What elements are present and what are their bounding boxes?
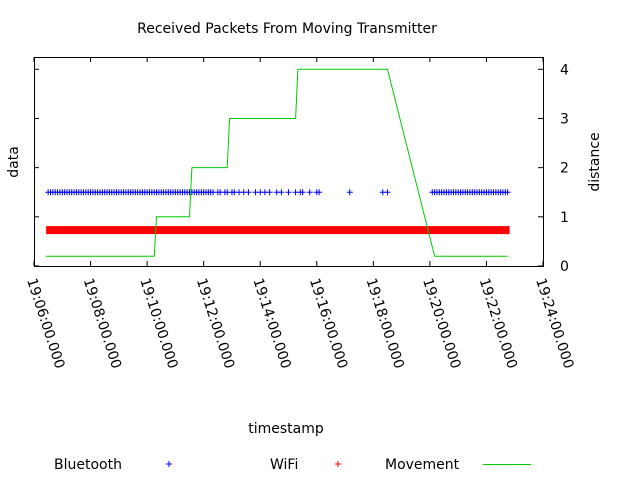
bluetooth-point (384, 189, 391, 196)
y2-tick-label: 2 (560, 161, 569, 177)
x-axis: 19:06:00.000 19:08:00.000 19:10:00.000 19:1… (23, 57, 576, 371)
x-tick-label: 19:20:00.000 (419, 276, 463, 370)
series-layer (45, 68, 511, 257)
legend-swatch-bluetooth (166, 461, 172, 467)
y2-tick-label: 3 (560, 111, 569, 127)
wifi-points-band (46, 226, 510, 235)
bluetooth-point (316, 189, 323, 196)
x-tick-label: 19:12:00.000 (193, 276, 237, 370)
y2-axis: 0 1 2 3 4 (34, 62, 569, 275)
bluetooth-point (266, 189, 273, 196)
x-tick-label: 19:18:00.000 (363, 276, 407, 370)
legend: Bluetooth WiFi Movement (54, 457, 531, 473)
bluetooth-point (504, 189, 511, 196)
bluetooth-point (346, 189, 353, 196)
x-tick-label: 19:08:00.000 (80, 276, 124, 370)
y2-tick-label: 1 (560, 210, 569, 226)
movement-line (45, 68, 508, 257)
bluetooth-point (278, 189, 285, 196)
x-tick-label: 19:24:00.000 (532, 276, 576, 370)
y-axis-label: data (6, 146, 22, 178)
x-tick-label: 19:10:00.000 (136, 276, 180, 370)
y2-tick-label: 0 (560, 259, 569, 275)
legend-swatch-wifi (335, 461, 341, 467)
bluetooth-point (245, 189, 252, 196)
x-tick-label: 19:14:00.000 (249, 276, 293, 370)
x-tick-label: 19:16:00.000 (306, 276, 350, 370)
y2-axis-label: distance (587, 132, 603, 191)
bluetooth-point (306, 189, 313, 196)
y2-tick-label: 4 (560, 62, 569, 78)
legend-label-movement: Movement (385, 457, 460, 473)
x-tick-label: 19:06:00.000 (23, 276, 67, 370)
plot-frame (34, 57, 544, 267)
x-tick-label: 19:22:00.000 (476, 276, 520, 370)
legend-label-bluetooth: Bluetooth (54, 457, 122, 473)
bluetooth-point (285, 189, 292, 196)
x-axis-label: timestamp (248, 421, 324, 437)
chart-title: Received Packets From Moving Transmitter (137, 21, 437, 37)
legend-label-wifi: WiFi (270, 457, 298, 473)
bluetooth-point (299, 189, 306, 196)
